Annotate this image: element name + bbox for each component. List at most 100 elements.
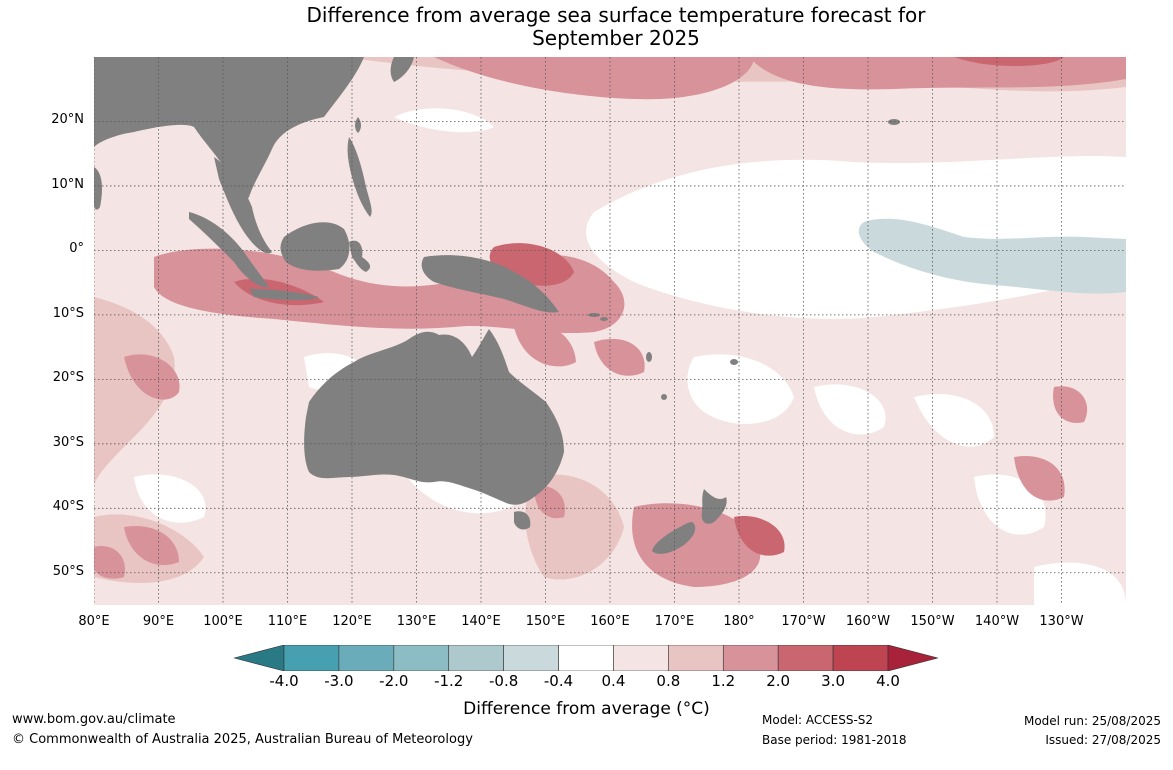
model-text: Model: ACCESS-S2 <box>762 713 874 727</box>
land-japan <box>390 57 414 82</box>
latitude-tick-label: 20°N <box>51 112 84 128</box>
longitude-tick-label: 170°E <box>654 614 695 629</box>
colorbar-tick-label: -4.0 <box>269 672 299 690</box>
colorbar-segment <box>777 645 834 671</box>
map-title-line1: Difference from average sea surface temp… <box>306 3 926 27</box>
anomaly-region <box>858 218 1126 294</box>
anomaly-region <box>394 108 494 133</box>
colorbar-tick-label: -1.2 <box>434 672 464 690</box>
land-island <box>600 317 608 321</box>
land-island <box>646 352 652 362</box>
land-java <box>249 289 319 300</box>
longitude-tick-label: 130°E <box>396 614 437 629</box>
land-masses <box>94 57 900 554</box>
colorbar-segment <box>668 645 724 671</box>
colorbar-segment <box>393 645 450 671</box>
longitude-tick-label: 150°W <box>910 614 955 629</box>
latitude-tick-label: 50°S <box>52 563 84 579</box>
latitude-tick-label: 20°S <box>52 370 84 386</box>
colorbar-segment <box>722 645 779 671</box>
colorbar <box>234 645 938 671</box>
land-new-guinea <box>421 255 559 313</box>
land-philippines <box>347 137 372 217</box>
longitude-tick-label: 140°W <box>974 614 1020 629</box>
longitude-tick-label: 160°E <box>590 614 630 629</box>
map-title-line2: September 2025 <box>532 26 700 50</box>
colorbar-tick-label: 0.4 <box>601 672 626 690</box>
anomaly-region <box>734 516 785 556</box>
longitude-tick-label: 180° <box>723 614 755 629</box>
longitude-tick-label: 120°E <box>332 614 372 629</box>
colorbar-tick-label: 2.0 <box>766 672 791 690</box>
latitude-tick-label: 10°S <box>52 305 84 321</box>
latitude-tick-label: 0° <box>69 241 84 257</box>
land-borneo <box>280 222 350 271</box>
anomaly-region <box>434 57 754 100</box>
anomaly-region <box>134 474 206 523</box>
colorbar-extend-low <box>234 645 285 671</box>
anomaly-region <box>1034 562 1126 605</box>
colorbar-tick-label: -3.0 <box>324 672 354 690</box>
longitude-tick-label: 150°E <box>525 614 566 629</box>
longitude-tick-label: 160°W <box>845 614 891 629</box>
colorbar-tick-label: 1.2 <box>711 672 736 690</box>
copyright-text: © Commonwealth of Australia 2025, Austra… <box>12 732 473 747</box>
longitude-tick-label: 90°E <box>142 614 175 629</box>
latitude-tick-label: 10°N <box>51 176 84 192</box>
colorbar-tick-label: -0.4 <box>543 672 574 690</box>
land-indochina <box>214 157 272 254</box>
colorbar-label: Difference from average (°C) <box>463 699 710 719</box>
land-sulawesi <box>349 240 371 272</box>
colorbar-segment <box>613 645 669 671</box>
anomaly-region <box>914 393 994 447</box>
colorbar-tick-label: 3.0 <box>821 672 845 690</box>
longitude-tick-label: 100°E <box>203 614 243 629</box>
land-sumatra <box>189 212 269 288</box>
land-island <box>401 355 407 359</box>
latitude-tick-label: 30°S <box>52 434 84 450</box>
land-taiwan <box>355 117 361 133</box>
colorbar-tick-label: 4.0 <box>876 672 900 690</box>
anomaly-region <box>954 57 1064 67</box>
issued-text: Issued: 27/08/2025 <box>1045 733 1161 747</box>
base-period-text: Base period: 1981-2018 <box>762 733 907 747</box>
longitude-tick-label: 110°E <box>267 614 308 629</box>
longitude-tick-label: 80°E <box>78 614 110 629</box>
model-run-text: Model run: 25/08/2025 <box>1023 714 1161 728</box>
colorbar-segment <box>283 645 340 671</box>
sst-anomaly-map <box>94 57 1126 605</box>
land-tasmania <box>514 511 531 530</box>
anomaly-region <box>632 503 761 587</box>
colorbar-segment <box>338 645 395 671</box>
anomaly-region <box>534 486 565 519</box>
colorbar-tick-label: -2.0 <box>379 672 409 690</box>
colorbar-tick-label: 0.8 <box>656 672 681 690</box>
anomaly-region <box>94 546 125 579</box>
anomaly-region <box>1014 456 1065 501</box>
land-nz-north <box>701 489 727 524</box>
land-nz-south <box>652 522 696 554</box>
colorbar-segment <box>558 645 614 671</box>
land-island <box>888 119 900 125</box>
colorbar-segment <box>832 645 889 671</box>
colorbar-segment <box>503 645 559 671</box>
colorbar-extend-high <box>887 645 938 671</box>
colorbar-segment <box>448 645 504 671</box>
anomaly-region <box>94 297 175 487</box>
anomaly-region <box>514 323 576 367</box>
website-link[interactable]: www.bom.gov.au/climate <box>12 712 176 727</box>
longitude-tick-label: 130°W <box>1039 614 1084 629</box>
land-island <box>661 394 667 400</box>
latitude-tick-label: 40°S <box>52 499 84 515</box>
anomaly-region <box>687 354 794 424</box>
land-island <box>730 359 738 365</box>
longitude-tick-label: 170°W <box>781 614 826 629</box>
anomaly-region <box>124 354 180 400</box>
anomaly-region <box>124 526 179 566</box>
land-australia <box>304 329 564 505</box>
land-asia <box>94 57 364 202</box>
colorbar-tick-label: -0.8 <box>488 672 519 690</box>
map-title: Difference from average sea surface temp… <box>0 4 1173 50</box>
land-india <box>94 167 102 210</box>
map-gridlines <box>94 57 1126 605</box>
